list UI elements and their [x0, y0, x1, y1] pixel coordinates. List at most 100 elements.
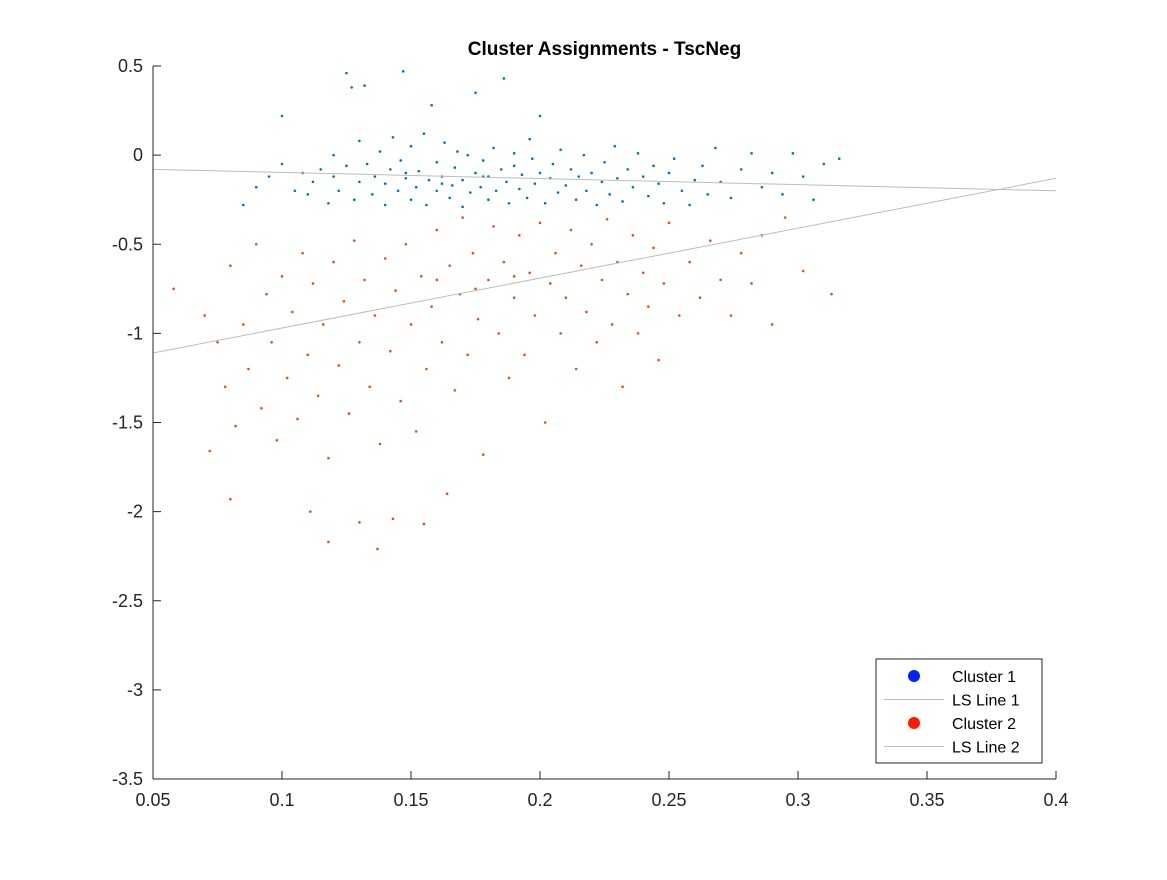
- cluster-1-point: [600, 180, 604, 184]
- ls-line-2-line: [152, 177, 1057, 354]
- cluster-1-point: [791, 152, 795, 155]
- cluster-1-point: [590, 171, 593, 175]
- cluster-2-point: [409, 323, 413, 326]
- cluster-2-point: [641, 271, 645, 275]
- cluster-2-point: [678, 314, 681, 317]
- plot-area: 0.05 0.1 0.15 0.2 0.25 0.3 0.35 0.4 -3.5 -3 -2.5 -2…: [112, 56, 1069, 810]
- cluster-2-point: [327, 456, 330, 460]
- cluster-2-point: [801, 269, 805, 273]
- cluster-1-point: [358, 139, 361, 143]
- cluster-1-point: [652, 164, 655, 168]
- legend-label-cluster-1: Cluster 1: [952, 669, 1016, 686]
- cluster-2-point: [404, 242, 408, 246]
- x-tick-label: 0.05: [135, 790, 170, 810]
- cluster-2-point: [309, 510, 312, 513]
- cluster-1-point: [440, 182, 444, 185]
- cluster-2-point: [453, 389, 457, 392]
- cluster-2-point: [579, 264, 583, 267]
- cluster-1-point: [481, 159, 485, 162]
- cluster-1-point: [551, 162, 555, 166]
- cluster-1-point: [667, 171, 671, 175]
- cluster-1-point: [450, 184, 454, 187]
- cluster-2-point: [497, 332, 501, 335]
- cluster-2-point: [316, 394, 320, 398]
- cluster-1-point: [401, 70, 405, 73]
- cluster-2-point: [306, 353, 310, 357]
- legend: Cluster 1 LS Line 1 Cluster 2 LS Line 2: [875, 658, 1043, 764]
- cluster-2-point: [208, 449, 212, 453]
- cluster-2-point: [234, 424, 237, 428]
- cluster-1-point: [443, 141, 446, 144]
- cluster-1-point: [507, 201, 511, 205]
- cluster-1-point: [512, 164, 516, 168]
- cluster-2-point: [636, 332, 640, 335]
- cluster-2-point: [590, 242, 593, 246]
- cluster-1-point: [616, 176, 619, 180]
- cluster-1-point: [378, 150, 382, 153]
- cluster-2-point: [492, 225, 495, 228]
- cluster-1-point: [414, 185, 418, 189]
- cluster-1-point: [435, 189, 439, 193]
- cluster-1-points: [242, 70, 841, 209]
- cluster-2-point: [647, 305, 650, 308]
- cluster-2-point: [285, 376, 289, 380]
- cluster-1-point: [332, 175, 335, 178]
- cluster-1-point: [404, 176, 408, 180]
- cluster-2-point: [270, 340, 273, 344]
- y-tick-label: -3.5: [112, 769, 143, 789]
- cluster-1-point: [520, 173, 524, 177]
- y-tick-label: -1: [127, 323, 143, 343]
- cluster-2-point: [538, 221, 542, 225]
- cluster-1-point: [577, 175, 580, 178]
- cluster-2-point: [476, 317, 480, 321]
- cluster-1-point: [319, 168, 323, 171]
- cluster-2-point: [342, 299, 346, 303]
- cluster-1-point: [574, 198, 578, 201]
- cluster-1-point: [595, 203, 599, 207]
- cluster-1-point: [280, 162, 284, 166]
- cluster-2-point: [260, 406, 263, 410]
- cluster-1-point: [352, 198, 356, 201]
- cluster-2-point: [358, 340, 361, 344]
- cluster-1-point: [608, 193, 611, 196]
- cluster-1-point: [389, 168, 392, 171]
- cluster-2-point: [363, 278, 366, 282]
- cluster-1-point: [456, 150, 459, 153]
- cluster-2-point: [394, 289, 397, 292]
- cluster-2-point: [502, 260, 506, 264]
- cluster-2-point: [549, 282, 552, 285]
- cluster-2-point: [481, 453, 485, 456]
- cluster-1-point: [538, 114, 542, 118]
- cluster-1-point: [760, 185, 764, 189]
- cluster-1-point: [350, 86, 353, 89]
- cluster-1-point: [345, 164, 348, 168]
- cluster-2-point: [445, 492, 449, 496]
- cluster-2-point: [621, 385, 624, 389]
- cluster-2-point: [662, 282, 666, 285]
- cluster-1-point: [417, 169, 421, 173]
- x-tick-label: 0.15: [393, 790, 428, 810]
- cluster-2-point: [518, 234, 521, 237]
- cluster-2-point: [512, 275, 516, 278]
- cluster-1-point: [538, 171, 542, 175]
- cluster-2-point: [448, 264, 452, 267]
- cluster-2-point: [422, 522, 426, 526]
- cluster-2-point: [719, 278, 722, 282]
- legend-label-ls-line-2: LS Line 2: [952, 740, 1020, 757]
- cluster-1-point: [306, 193, 310, 196]
- x-tick-label: 0.2: [527, 790, 552, 810]
- cluster-1-point: [505, 180, 508, 184]
- cluster-2-point: [242, 323, 245, 326]
- cluster-2-point: [296, 417, 299, 421]
- cluster-1-point: [582, 153, 586, 157]
- cluster-2-point: [420, 275, 423, 278]
- cluster-1-point: [358, 180, 361, 184]
- legend-label-ls-line-1: LS Line 1: [952, 693, 1020, 710]
- cluster-2-points: [172, 216, 833, 551]
- cluster-2-point: [554, 251, 557, 255]
- cluster-2-point: [378, 442, 382, 446]
- y-tick-label: 0: [133, 145, 143, 165]
- cluster-1-point: [739, 168, 743, 171]
